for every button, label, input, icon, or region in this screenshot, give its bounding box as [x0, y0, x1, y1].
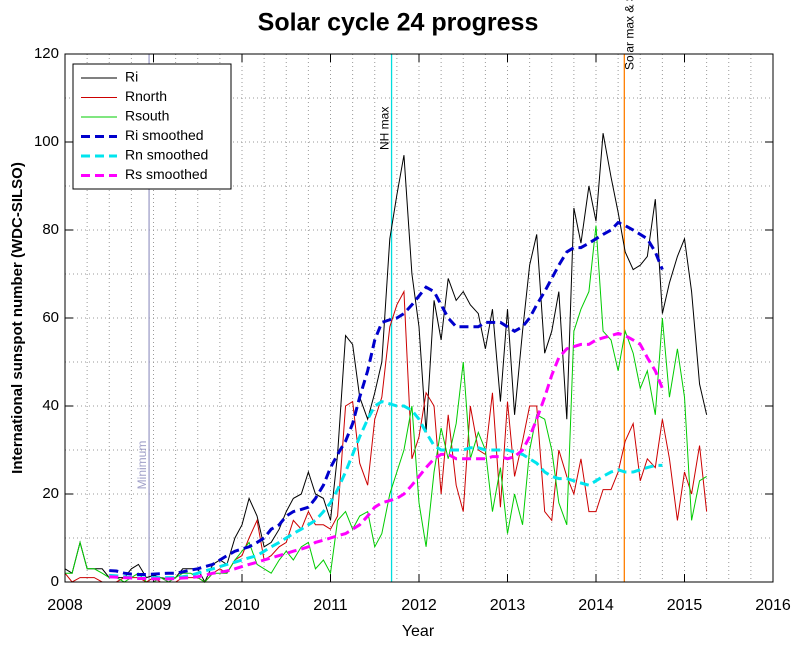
x-axis-label: Year	[402, 623, 435, 640]
legend-label: Rs smoothed	[125, 166, 207, 182]
y-tick-label: 40	[42, 397, 59, 414]
legend-label: Rnorth	[125, 88, 167, 104]
x-tick-label: 2012	[401, 597, 437, 614]
annotation-label: Minimum	[135, 441, 149, 490]
y-axis-label: International sunspot number (WDC-SILSO)	[9, 162, 26, 474]
legend-box	[72, 63, 232, 190]
legend-label: Rn smoothed	[125, 147, 208, 163]
legend-label: Ri smoothed	[125, 127, 204, 143]
x-tick-label: 2015	[667, 597, 703, 614]
x-tick-label: 2013	[490, 597, 526, 614]
x-tick-label: 2010	[224, 597, 260, 614]
annotation-label: Solar max & SH max	[622, 0, 636, 70]
series-line	[65, 225, 707, 583]
x-tick-label: 2016	[755, 597, 791, 614]
series-line	[109, 331, 664, 581]
y-tick-label: 60	[42, 309, 59, 326]
y-tick-label: 120	[34, 45, 59, 62]
y-tick-label: 0	[51, 573, 59, 590]
legend-label: Ri	[125, 69, 138, 85]
y-tick-label: 80	[42, 221, 59, 238]
annotation-label: NH max	[378, 107, 392, 150]
x-tick-label: 2014	[578, 597, 614, 614]
chart-title: Solar cycle 24 progress	[258, 9, 539, 37]
legend-label: Rsouth	[125, 108, 169, 124]
y-tick-label: 100	[34, 133, 59, 150]
series-line	[109, 399, 663, 580]
x-tick-label: 2008	[47, 597, 83, 614]
series-line	[109, 220, 664, 577]
plot-frame	[64, 53, 774, 583]
x-tick-label: 2009	[136, 597, 172, 614]
x-tick-label: 2011	[313, 597, 348, 614]
y-tick-label: 20	[42, 485, 59, 502]
